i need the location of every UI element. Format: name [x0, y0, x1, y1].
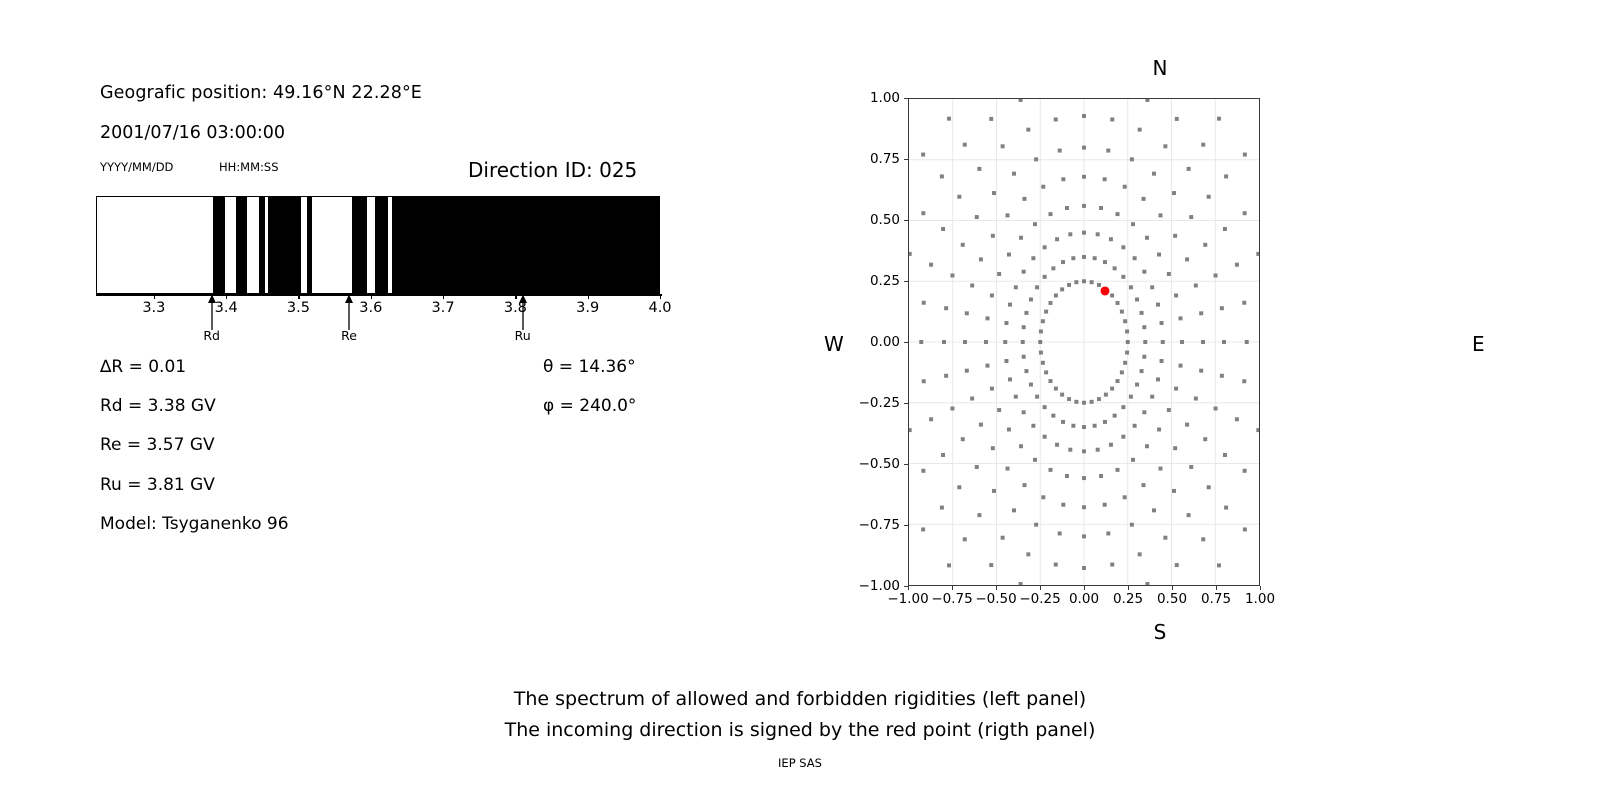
- spectrum-marker-label: Ru: [514, 328, 531, 343]
- plot-gridlines: [909, 99, 1259, 585]
- x-axis-tick-label: 0.00: [1068, 591, 1100, 607]
- direction-plot-frame: [908, 98, 1260, 586]
- geographic-position-label: Geografic position: 49.16°N 22.28°E: [100, 83, 422, 103]
- y-axis-tick: [904, 403, 908, 404]
- compass-west-label: W: [824, 332, 844, 356]
- direction-scatter-svg: [909, 99, 1259, 585]
- axis-tick: [587, 294, 589, 299]
- y-axis-tick: [904, 159, 908, 160]
- forbidden-band: [212, 197, 225, 293]
- footer-label: IEP SAS: [778, 756, 822, 770]
- forbidden-band: [235, 197, 248, 293]
- axis-tick: [660, 294, 662, 299]
- y-axis-tick-label: 1.00: [869, 90, 900, 106]
- y-axis-tick-label: −0.75: [858, 517, 900, 533]
- x-axis-tick: [1040, 586, 1041, 590]
- caption-line-2: The incoming direction is signed by the …: [504, 719, 1096, 741]
- x-axis-tick: [996, 586, 997, 590]
- spectrum-marker-arrow: [514, 294, 532, 330]
- x-axis-tick: [1216, 586, 1217, 590]
- compass-north-label: N: [1152, 56, 1168, 80]
- spectrum-axis-line: [96, 294, 662, 296]
- axis-tick: [153, 294, 156, 299]
- x-axis-tick: [952, 586, 953, 590]
- spectrum-marker-label: Rd: [203, 328, 220, 343]
- axis-tick: [443, 294, 445, 299]
- y-axis-tick: [904, 525, 908, 526]
- direction-id-label: Direction ID: 025: [468, 158, 638, 182]
- y-axis-tick: [904, 281, 908, 282]
- caption-line-1: The spectrum of allowed and forbidden ri…: [513, 688, 1087, 710]
- y-axis-tick-label: −0.25: [858, 395, 900, 411]
- y-axis-tick: [904, 586, 908, 587]
- scatter-points: [909, 99, 1259, 585]
- axis-tick: [515, 294, 517, 299]
- spectrum-marker-label: Re: [341, 328, 357, 343]
- param-phi: φ = 240.0°: [543, 396, 637, 416]
- y-axis-tick-label: 0.25: [869, 273, 900, 289]
- param-ru: Ru = 3.81 GV: [100, 475, 215, 495]
- forbidden-band: [352, 197, 368, 293]
- incoming-direction-panel: −1.00 −0.75 −0.50 −0.25 0.00 0.25 0.50 0.75 1.00…: [800, 0, 1600, 660]
- y-axis-tick: [904, 342, 908, 343]
- param-rd: Rd = 3.38 GV: [100, 396, 216, 416]
- axis-tick: [298, 294, 300, 299]
- x-axis-tick: [908, 586, 909, 590]
- axis-tick-label: 3.4: [214, 300, 238, 316]
- x-axis-tick-label: 0.75: [1200, 591, 1232, 607]
- y-axis-tick-label: 0.50: [869, 212, 900, 228]
- compass-south-label: S: [1153, 620, 1167, 644]
- forbidden-band: [258, 197, 265, 293]
- param-model: Model: Tsyganenko 96: [100, 514, 289, 534]
- x-axis-tick-label: 1.00: [1244, 591, 1276, 607]
- axis-tick: [370, 294, 372, 299]
- x-axis-tick-label: 0.50: [1156, 591, 1188, 607]
- axis-tick-label: 3.5: [286, 300, 310, 316]
- forbidden-band: [268, 197, 301, 293]
- x-axis-tick: [1128, 586, 1129, 590]
- forbidden-band: [306, 197, 313, 293]
- rigidity-spectrum-chart: [96, 196, 660, 294]
- y-axis-tick-label: 0.00: [869, 334, 900, 350]
- x-axis-tick-label: −0.50: [975, 591, 1017, 607]
- x-axis-tick-label: −0.75: [931, 591, 973, 607]
- y-axis-tick-label: −0.50: [858, 456, 900, 472]
- rigidity-spectrum-panel: Geografic position: 49.16°N 22.28°E 2001…: [0, 0, 800, 660]
- x-axis-tick: [1260, 586, 1261, 590]
- datetime-label: 2001/07/16 03:00:00: [100, 123, 286, 143]
- axis-tick-label: 3.6: [359, 300, 383, 316]
- axis-tick-label: 3.9: [576, 300, 600, 316]
- y-axis-tick: [904, 98, 908, 99]
- axis-tick-label: 3.3: [142, 300, 166, 316]
- x-axis-tick-label: 0.25: [1112, 591, 1144, 607]
- param-re: Re = 3.57 GV: [100, 435, 215, 455]
- param-delta-r: ∆R = 0.01: [100, 357, 187, 377]
- x-axis-tick: [1172, 586, 1173, 590]
- compass-east-label: E: [1472, 332, 1485, 356]
- axis-tick-label: 3.7: [431, 300, 455, 316]
- x-axis-tick-label: −0.25: [1019, 591, 1061, 607]
- x-axis-tick: [1084, 586, 1085, 590]
- axis-tick-label: 3.8: [503, 300, 527, 316]
- y-axis-tick: [904, 464, 908, 465]
- spectrum-bar: [96, 196, 660, 294]
- spectrum-marker-arrow: [340, 294, 358, 330]
- date-format-hint: YYYY/MM/DD: [100, 160, 174, 174]
- time-format-hint: HH:MM:SS: [219, 160, 279, 174]
- y-axis-tick-label: −1.00: [858, 578, 900, 594]
- axis-tick-label: 4.0: [648, 300, 672, 316]
- x-axis-tick-label: −1.00: [887, 591, 929, 607]
- incoming-direction-point: [1100, 286, 1110, 296]
- axis-tick: [226, 294, 228, 299]
- forbidden-band: [374, 197, 388, 293]
- y-axis-tick: [904, 220, 908, 221]
- forbidden-band: [392, 197, 659, 293]
- spectrum-marker-arrow: [203, 294, 221, 330]
- param-theta: θ = 14.36°: [543, 357, 636, 377]
- y-axis-tick-label: 0.75: [869, 151, 900, 167]
